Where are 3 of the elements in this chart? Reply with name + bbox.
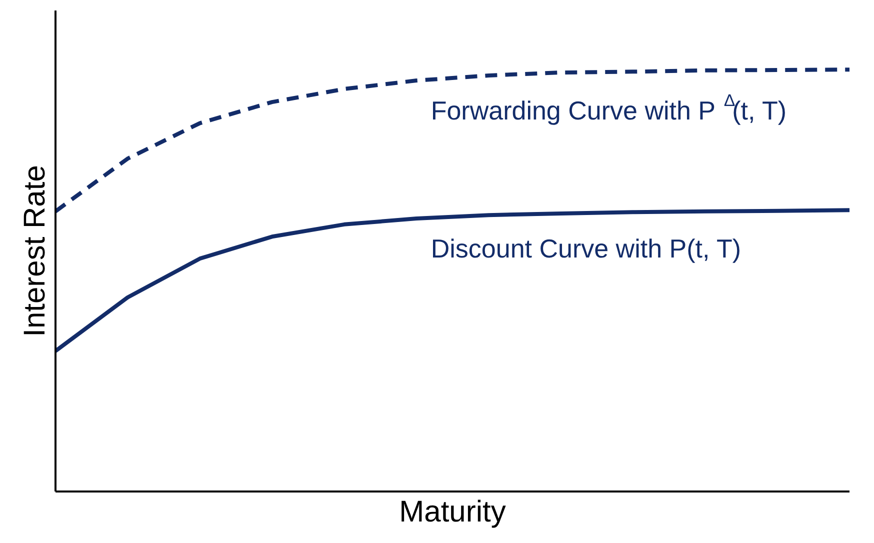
x-axis-title: Maturity [399,496,506,528]
series-label: Discount Curve with P(t, T) [430,234,742,264]
y-axis-title: Interest Rate [18,165,52,337]
